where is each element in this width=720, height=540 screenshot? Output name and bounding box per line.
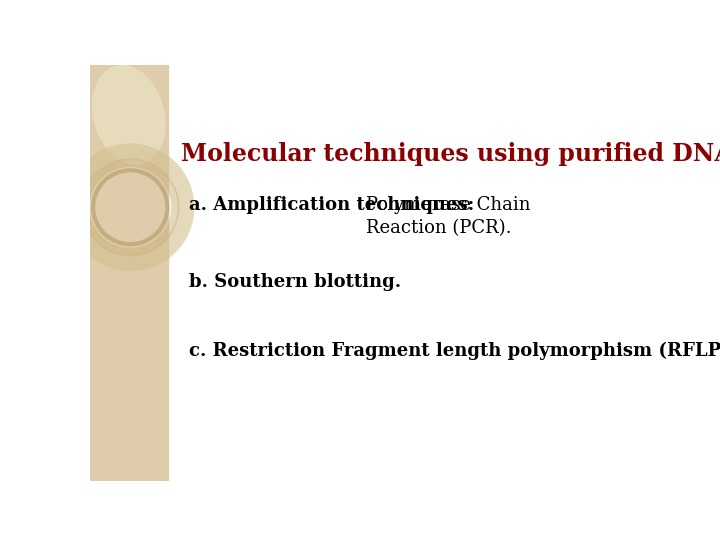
Text: Molecular techniques using purified DNA:: Molecular techniques using purified DNA: xyxy=(181,142,720,166)
Text: c. Restriction Fragment length polymorphism (RFLP).: c. Restriction Fragment length polymorph… xyxy=(189,342,720,360)
Circle shape xyxy=(93,170,168,244)
Ellipse shape xyxy=(93,66,165,164)
Text: Reaction (PCR).: Reaction (PCR). xyxy=(366,219,511,237)
Text: a. Amplification techniques:: a. Amplification techniques: xyxy=(189,195,481,214)
Bar xyxy=(90,65,168,481)
Text: b. Southern blotting.: b. Southern blotting. xyxy=(189,273,401,291)
Text: Polymerase Chain: Polymerase Chain xyxy=(366,195,531,214)
